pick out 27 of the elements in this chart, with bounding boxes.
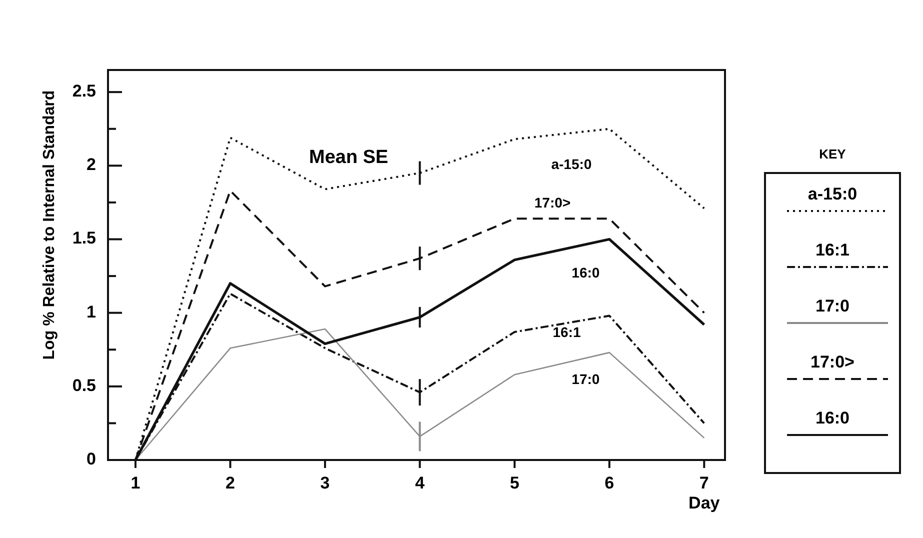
annotation: Mean SE — [309, 146, 388, 168]
series-label: 17:0> — [534, 194, 571, 211]
text: 16:0 — [815, 408, 850, 428]
text: a-15:0 — [808, 184, 858, 204]
x-tick-label: 2 — [226, 473, 235, 492]
x-tick-label: 4 — [415, 473, 426, 492]
x-tick-label: 7 — [699, 473, 709, 492]
text: 17:0> — [810, 352, 854, 372]
series-label: 16:0 — [572, 264, 600, 281]
y-tick-label: 0.5 — [72, 376, 96, 395]
y-tick-label: 2 — [86, 155, 96, 174]
x-tick-label: 1 — [130, 473, 140, 492]
x-tick-label: 6 — [604, 473, 614, 492]
series-label: 17:0 — [572, 370, 600, 387]
series-label: 16:1 — [552, 324, 581, 340]
text: 16:1 — [815, 240, 850, 260]
y-tick-label: 0 — [86, 449, 96, 468]
y-tick-label: 2.5 — [72, 82, 96, 101]
text: 17:0 — [815, 296, 850, 316]
y-tick-label: 1.5 — [72, 228, 96, 248]
series-label: a-15:0 — [551, 156, 592, 172]
legend-title: KEY — [819, 146, 846, 162]
x-axis-title: Day — [688, 493, 720, 512]
y-tick-label: 1 — [86, 302, 96, 322]
x-tick-label: 3 — [320, 473, 330, 492]
y-axis-title: Log % Relative to Internal Standard — [41, 90, 58, 360]
x-tick-label: 5 — [510, 473, 520, 492]
